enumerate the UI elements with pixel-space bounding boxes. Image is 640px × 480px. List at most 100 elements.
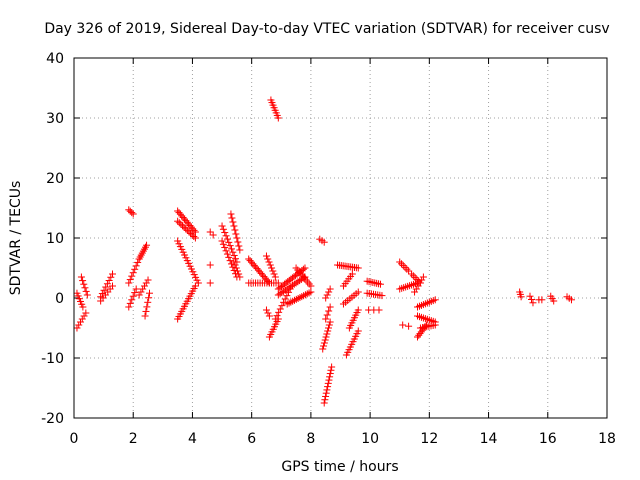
data-point bbox=[265, 312, 273, 320]
data-point bbox=[268, 264, 276, 272]
data-point bbox=[405, 322, 413, 330]
data-point bbox=[376, 280, 384, 288]
data-point bbox=[326, 318, 334, 326]
data-point bbox=[232, 230, 240, 238]
x-tick-label: 6 bbox=[247, 431, 256, 447]
y-tick-label: 0 bbox=[55, 291, 64, 307]
y-tick-label: -10 bbox=[41, 351, 64, 367]
data-point bbox=[354, 306, 362, 314]
data-point bbox=[323, 386, 331, 394]
data-point bbox=[517, 293, 525, 301]
data-point bbox=[187, 229, 195, 237]
data-point bbox=[222, 247, 230, 255]
y-tick-label: -20 bbox=[41, 411, 64, 427]
data-point bbox=[230, 222, 238, 230]
data-point bbox=[137, 288, 145, 296]
data-point bbox=[219, 225, 227, 233]
data-point bbox=[412, 285, 420, 293]
data-point bbox=[143, 241, 151, 249]
data-point bbox=[416, 279, 424, 287]
data-point bbox=[228, 214, 236, 222]
data-point bbox=[324, 379, 332, 387]
data-point bbox=[324, 383, 332, 391]
data-point bbox=[194, 279, 202, 287]
data-point bbox=[174, 217, 182, 225]
data-point bbox=[82, 287, 90, 295]
data-point bbox=[538, 296, 546, 304]
data-point bbox=[82, 309, 90, 317]
x-tick-label: 10 bbox=[361, 431, 379, 447]
data-point bbox=[401, 263, 409, 271]
data-point bbox=[323, 311, 331, 319]
data-point bbox=[226, 242, 234, 250]
data-point bbox=[301, 264, 309, 272]
data-point bbox=[326, 370, 334, 378]
data-point bbox=[129, 210, 137, 218]
data-point bbox=[378, 292, 386, 300]
data-point bbox=[405, 267, 413, 275]
data-point bbox=[285, 299, 293, 307]
data-point bbox=[264, 255, 272, 263]
data-point bbox=[289, 297, 297, 305]
data-point bbox=[229, 248, 237, 256]
data-point bbox=[103, 280, 111, 288]
data-point bbox=[218, 237, 226, 245]
data-point bbox=[83, 291, 91, 299]
data-point bbox=[326, 303, 334, 311]
data-point bbox=[79, 303, 87, 311]
data-point bbox=[276, 305, 284, 313]
data-point bbox=[325, 321, 333, 329]
data-point bbox=[319, 345, 327, 353]
data-point bbox=[320, 238, 328, 246]
data-point bbox=[354, 327, 362, 335]
data-point bbox=[290, 280, 298, 288]
data-point bbox=[294, 278, 302, 286]
data-point bbox=[229, 218, 237, 226]
y-axis-label: SDTVAR / TECUs bbox=[8, 181, 24, 296]
y-tick-label: 20 bbox=[46, 171, 64, 187]
data-point bbox=[289, 281, 297, 289]
data-point bbox=[270, 270, 278, 278]
data-point bbox=[188, 231, 196, 239]
data-point bbox=[283, 285, 291, 293]
data-point bbox=[128, 296, 136, 304]
data-point bbox=[320, 339, 328, 347]
data-point bbox=[320, 342, 328, 350]
data-point bbox=[144, 276, 152, 284]
data-point bbox=[232, 255, 240, 263]
data-point bbox=[325, 376, 333, 384]
data-point bbox=[140, 282, 148, 290]
data-point bbox=[235, 270, 243, 278]
data-point bbox=[102, 283, 110, 291]
data-point bbox=[223, 235, 231, 243]
data-point bbox=[285, 284, 293, 292]
data-point bbox=[98, 290, 106, 298]
data-point bbox=[139, 285, 147, 293]
data-point bbox=[77, 318, 85, 326]
data-point bbox=[264, 277, 272, 285]
data-point bbox=[225, 238, 233, 246]
data-point bbox=[105, 277, 113, 285]
data-point bbox=[305, 289, 313, 297]
data-point bbox=[132, 285, 140, 293]
data-point bbox=[431, 296, 439, 304]
data-point bbox=[230, 251, 238, 259]
data-point bbox=[324, 327, 332, 335]
data-point bbox=[221, 244, 229, 252]
data-point bbox=[134, 258, 142, 266]
data-point bbox=[209, 231, 217, 239]
data-point bbox=[175, 219, 183, 227]
data-point bbox=[233, 267, 241, 275]
data-point bbox=[280, 287, 288, 295]
data-point bbox=[232, 264, 240, 272]
data-point bbox=[108, 282, 116, 290]
data-point bbox=[107, 273, 115, 281]
data-point bbox=[274, 291, 282, 299]
data-point bbox=[190, 232, 198, 240]
data-point bbox=[303, 290, 311, 298]
data-point bbox=[100, 286, 108, 294]
data-point bbox=[276, 290, 284, 298]
axis-ticks: 0 2 4 6 8 10 12 14 16 18 -20 -10 0 10 20 30 40 bbox=[41, 51, 616, 447]
data-points bbox=[73, 96, 575, 407]
